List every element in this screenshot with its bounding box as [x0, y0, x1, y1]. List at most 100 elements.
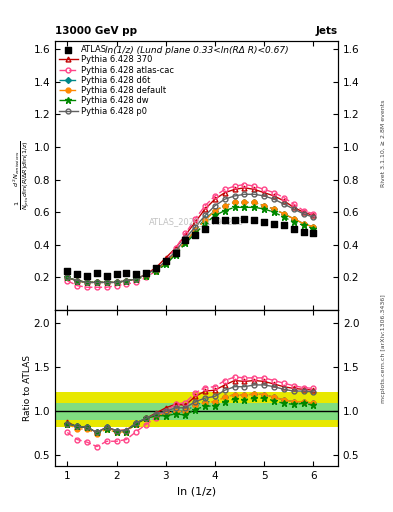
ATLAS — [143, 268, 149, 276]
ATLAS — [163, 257, 169, 265]
ATLAS — [84, 272, 90, 280]
Pythia 6.428 p0 — [232, 193, 237, 199]
Text: Rivet 3.1.10, ≥ 2.8M events: Rivet 3.1.10, ≥ 2.8M events — [381, 100, 386, 187]
Pythia 6.428 p0 — [183, 235, 188, 241]
Pythia 6.428 default — [114, 280, 119, 286]
Pythia 6.428 default — [183, 239, 188, 245]
Pythia 6.428 atlas-cac — [173, 245, 178, 251]
Pythia 6.428 atlas-cac — [301, 207, 306, 214]
Pythia 6.428 d6t — [94, 280, 99, 286]
Pythia 6.428 default — [163, 260, 168, 266]
Pythia 6.428 atlas-cac — [213, 193, 217, 199]
Line: Pythia 6.428 d6t: Pythia 6.428 d6t — [65, 200, 316, 285]
Pythia 6.428 370 — [301, 209, 306, 216]
Pythia 6.428 p0 — [94, 280, 99, 286]
Pythia 6.428 d6t — [272, 206, 276, 212]
ATLAS — [153, 264, 159, 272]
Pythia 6.428 d6t — [232, 199, 237, 205]
Pythia 6.428 370 — [213, 196, 217, 202]
Pythia 6.428 370 — [232, 186, 237, 193]
Text: mcplots.cern.ch [arXiv:1306.3436]: mcplots.cern.ch [arXiv:1306.3436] — [381, 294, 386, 402]
Pythia 6.428 370 — [281, 198, 286, 204]
ATLAS — [173, 249, 179, 257]
Pythia 6.428 d6t — [84, 280, 89, 286]
Pythia 6.428 p0 — [144, 271, 149, 278]
Pythia 6.428 dw — [173, 251, 178, 258]
Pythia 6.428 d6t — [75, 278, 79, 284]
Pythia 6.428 dw — [203, 221, 208, 227]
Pythia 6.428 dw — [104, 280, 109, 286]
ATLAS — [271, 220, 277, 228]
Pythia 6.428 default — [154, 268, 158, 274]
Bar — [55, 392, 338, 427]
Line: Pythia 6.428 atlas-cac: Pythia 6.428 atlas-cac — [65, 182, 316, 290]
Text: ln(1/z) (Lund plane 0.33<ln(RΔ R)<0.67): ln(1/z) (Lund plane 0.33<ln(RΔ R)<0.67) — [105, 47, 288, 55]
Pythia 6.428 d6t — [124, 278, 129, 284]
ATLAS — [133, 270, 140, 279]
Pythia 6.428 p0 — [173, 248, 178, 254]
Pythia 6.428 default — [262, 203, 266, 209]
Pythia 6.428 d6t — [213, 207, 217, 214]
ATLAS — [74, 270, 80, 279]
Pythia 6.428 370 — [272, 193, 276, 199]
ATLAS — [261, 218, 267, 226]
Pythia 6.428 atlas-cac — [311, 211, 316, 217]
ATLAS — [94, 268, 100, 276]
Pythia 6.428 atlas-cac — [65, 278, 70, 284]
Pythia 6.428 default — [173, 250, 178, 256]
Pythia 6.428 default — [193, 227, 198, 233]
Pythia 6.428 atlas-cac — [94, 284, 99, 290]
ATLAS — [123, 268, 130, 276]
Pythia 6.428 d6t — [134, 276, 139, 282]
Pythia 6.428 atlas-cac — [272, 189, 276, 196]
Pythia 6.428 atlas-cac — [144, 274, 149, 281]
Pythia 6.428 370 — [311, 212, 316, 219]
Pythia 6.428 default — [65, 274, 70, 281]
Line: Pythia 6.428 p0: Pythia 6.428 p0 — [65, 192, 316, 285]
Pythia 6.428 d6t — [222, 203, 227, 209]
Pythia 6.428 d6t — [104, 280, 109, 286]
Pythia 6.428 default — [94, 280, 99, 286]
Pythia 6.428 370 — [222, 189, 227, 196]
Pythia 6.428 atlas-cac — [291, 201, 296, 207]
Text: Jets: Jets — [316, 26, 338, 35]
Pythia 6.428 p0 — [272, 196, 276, 202]
Pythia 6.428 dw — [124, 278, 129, 284]
Pythia 6.428 default — [213, 207, 217, 214]
Pythia 6.428 atlas-cac — [262, 186, 266, 193]
Pythia 6.428 p0 — [242, 191, 247, 197]
ATLAS — [231, 216, 238, 224]
Pythia 6.428 370 — [104, 280, 109, 286]
Pythia 6.428 default — [75, 278, 79, 284]
Pythia 6.428 p0 — [65, 274, 70, 281]
Pythia 6.428 d6t — [154, 268, 158, 274]
Pythia 6.428 d6t — [242, 199, 247, 205]
Pythia 6.428 370 — [154, 265, 158, 271]
Pythia 6.428 370 — [291, 204, 296, 210]
Pythia 6.428 370 — [262, 189, 266, 196]
Pythia 6.428 d6t — [183, 239, 188, 245]
Pythia 6.428 p0 — [114, 280, 119, 286]
Pythia 6.428 atlas-cac — [232, 183, 237, 189]
Pythia 6.428 370 — [134, 276, 139, 282]
Line: Pythia 6.428 dw: Pythia 6.428 dw — [64, 204, 316, 286]
ATLAS — [290, 224, 297, 232]
Pythia 6.428 p0 — [154, 266, 158, 272]
Pythia 6.428 p0 — [104, 280, 109, 286]
ATLAS — [300, 228, 307, 236]
Pythia 6.428 default — [272, 206, 276, 212]
Pythia 6.428 default — [242, 199, 247, 205]
Pythia 6.428 370 — [252, 186, 257, 193]
Pythia 6.428 370 — [203, 206, 208, 212]
Pythia 6.428 d6t — [114, 280, 119, 286]
Pythia 6.428 p0 — [222, 196, 227, 202]
Pythia 6.428 p0 — [213, 203, 217, 209]
Pythia 6.428 370 — [242, 185, 247, 191]
Pythia 6.428 p0 — [163, 258, 168, 264]
Pythia 6.428 default — [144, 273, 149, 279]
Pythia 6.428 d6t — [65, 274, 70, 281]
Pythia 6.428 370 — [173, 245, 178, 251]
Pythia 6.428 d6t — [193, 227, 198, 233]
ATLAS — [192, 231, 198, 239]
Pythia 6.428 dw — [222, 207, 227, 214]
